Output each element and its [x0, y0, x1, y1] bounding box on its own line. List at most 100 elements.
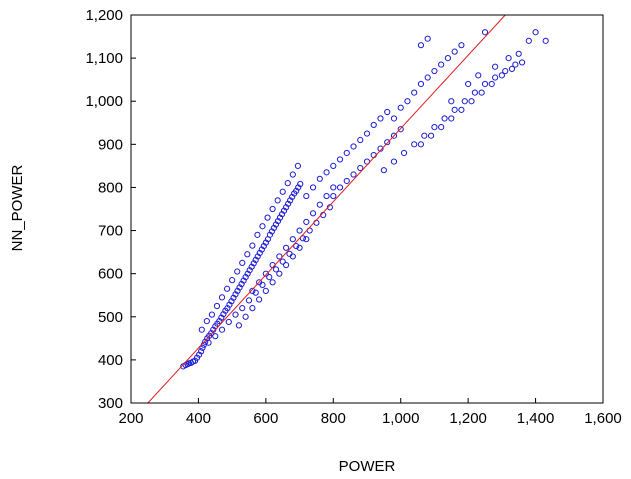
y-tick-label: 700 [98, 223, 123, 240]
y-tick-label: 1,000 [85, 93, 123, 110]
data-point [417, 141, 425, 148]
data-point [427, 132, 435, 139]
data-point [244, 251, 251, 258]
data-point [505, 55, 512, 62]
reference-line [147, 14, 506, 404]
data-point [330, 184, 337, 191]
data-point [199, 344, 206, 351]
data-point [384, 139, 391, 146]
y-tick-label: 900 [98, 136, 123, 153]
data-point [377, 145, 384, 152]
y-axis-title: NN_POWER [9, 165, 26, 252]
data-point [451, 106, 458, 113]
data-point [390, 132, 398, 139]
y-tick-label: 1,200 [85, 7, 123, 24]
data-point [508, 65, 516, 72]
data-point [451, 48, 458, 55]
data-point [336, 184, 344, 191]
x-tick-label: 1,200 [449, 410, 487, 427]
data-point [212, 333, 219, 340]
data-point [424, 74, 431, 81]
data-point [239, 259, 246, 266]
data-point [269, 205, 276, 213]
data-point [309, 210, 317, 217]
data-point [269, 279, 276, 286]
data-point [289, 236, 296, 243]
data-point [465, 80, 472, 88]
x-tick-label: 200 [118, 410, 143, 427]
data-point [397, 104, 404, 111]
data-point [279, 258, 286, 265]
data-point [245, 297, 253, 304]
data-point [330, 192, 337, 200]
data-point [380, 167, 387, 174]
data-point [264, 214, 271, 221]
data-point [357, 164, 364, 172]
data-point [316, 201, 323, 208]
data-point [468, 98, 475, 105]
data-point [357, 136, 364, 144]
data-point [417, 42, 425, 49]
x-tick-label: 800 [321, 410, 346, 427]
x-axis-title: POWER [339, 458, 396, 475]
data-point [266, 274, 273, 281]
data-point [377, 115, 384, 122]
data-point [400, 149, 408, 157]
data-point [370, 121, 377, 129]
data-point [293, 242, 300, 250]
data-point [542, 37, 549, 44]
data-point [218, 294, 226, 301]
data-point [512, 61, 519, 68]
data-point [309, 184, 317, 191]
x-tick-label: 1,400 [517, 410, 555, 427]
data-point [289, 171, 296, 178]
data-point [184, 361, 191, 368]
data-point [502, 67, 509, 75]
data-point [404, 98, 411, 105]
plot-frame [130, 14, 604, 404]
y-tick-label: 400 [98, 352, 123, 369]
data-point [296, 227, 303, 234]
data-point [350, 171, 357, 178]
data-point [276, 253, 283, 260]
data-point [259, 223, 266, 230]
data-point [313, 219, 320, 226]
data-point [397, 126, 404, 133]
data-point [272, 266, 280, 273]
data-point [279, 188, 286, 195]
data-point [225, 318, 232, 326]
y-tick-label: 300 [98, 395, 123, 412]
data-point [235, 322, 242, 329]
data-point [444, 55, 452, 62]
data-point [475, 72, 482, 79]
data-point [232, 311, 239, 318]
data-point [438, 61, 445, 68]
data-point [411, 141, 418, 148]
data-point [438, 123, 445, 131]
data-point [249, 305, 256, 312]
data-point [242, 313, 249, 320]
y-tick-label: 600 [98, 266, 123, 283]
y-axis: 300 400 500 600 700 800 900 1,000 1,100 1,200 [85, 7, 136, 412]
y-tick-label: 500 [98, 309, 123, 326]
data-point [294, 162, 301, 169]
data-point [481, 29, 489, 36]
data-point [262, 287, 269, 295]
data-point [256, 279, 263, 286]
data-point [303, 218, 310, 226]
data-point [282, 244, 290, 251]
data-point [441, 115, 448, 122]
data-point [282, 261, 290, 269]
data-point [431, 67, 438, 75]
data-point [198, 348, 205, 355]
data-point [363, 130, 371, 137]
data-point [303, 236, 310, 243]
data-point [299, 235, 307, 242]
data-point [350, 143, 357, 150]
x-tick-label: 600 [253, 410, 278, 427]
data-point [421, 132, 428, 139]
x-tick-label: 400 [186, 410, 211, 427]
data-point [532, 29, 539, 36]
data-point [274, 197, 281, 204]
